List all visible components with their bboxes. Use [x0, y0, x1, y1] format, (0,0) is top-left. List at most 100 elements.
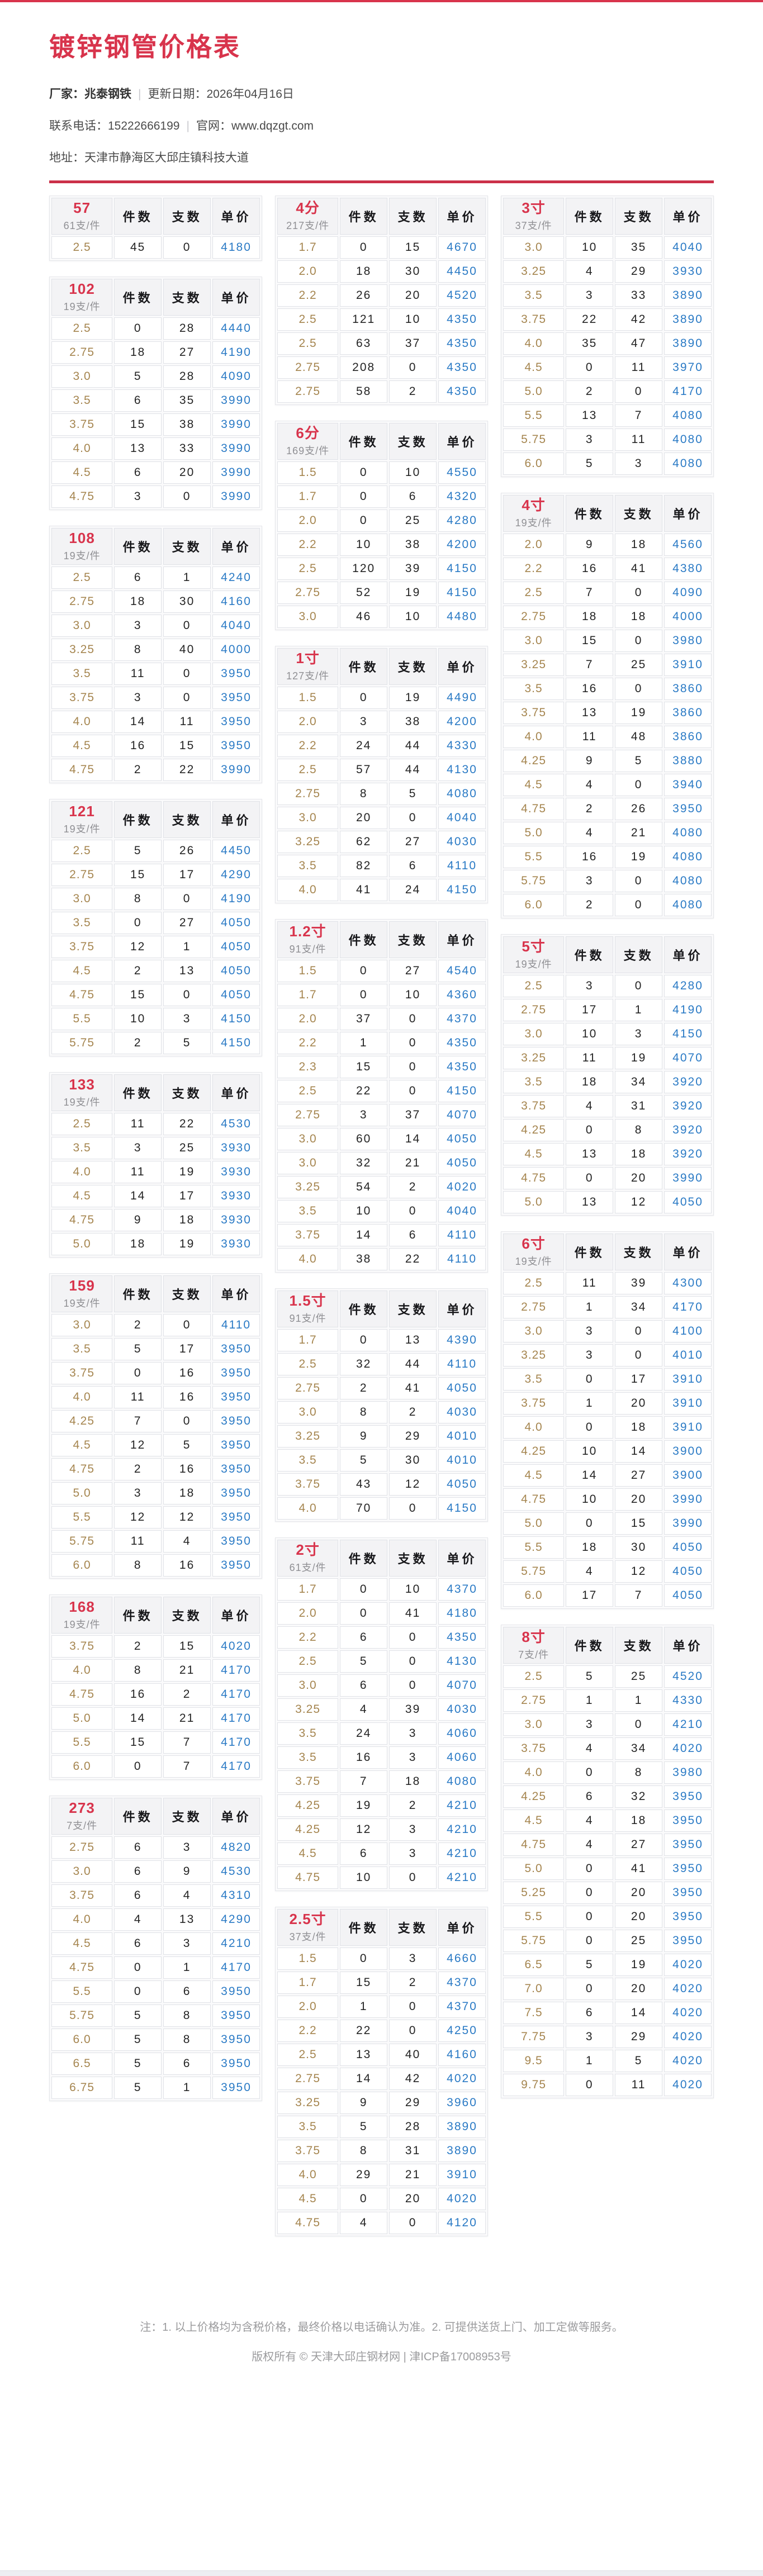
spec-value: 4.75	[503, 798, 565, 820]
price-value: 4040	[438, 807, 486, 829]
tubes-value: 3	[163, 1008, 211, 1030]
price-value: 4360	[438, 984, 486, 1006]
price-row: 2.5 5 26 4450	[51, 840, 260, 862]
price-table-grid: 133 19支/件 件数 支数 单价 2.5 11 22 4530 3.5 3 25 3930 4.0 11…	[50, 1073, 262, 1257]
price-table-grid: 102 19支/件 件数 支数 单价 2.5 0 28 4440 2.75 18 27 4190 3.0 5…	[50, 277, 262, 510]
spec-value: 3.5	[503, 1368, 565, 1391]
price-value: 3950	[212, 663, 260, 685]
price-row: 2.0 1 0 4370	[277, 1996, 486, 2018]
price-table-6寸: 6寸 19支/件 件数 支数 单价 2.5 11 39 4300 2.75 1 34 4170 3.0 3 0…	[501, 1231, 714, 1609]
tubes-value: 0	[389, 1497, 437, 1520]
col-header-pieces: 件数	[114, 1074, 162, 1111]
spec-value: 3.5	[277, 1200, 339, 1222]
price-row: 4.0 38 22 4110	[277, 1248, 486, 1270]
pieces-value: 38	[340, 1248, 388, 1270]
pieces-value: 14	[114, 711, 162, 733]
tubes-value: 39	[389, 558, 437, 580]
price-value: 3950	[212, 1506, 260, 1529]
price-value: 4150	[212, 1008, 260, 1030]
spec-value: 4.0	[503, 1416, 565, 1439]
tubes-value: 30	[163, 591, 211, 613]
price-row: 3.75 43 12 4050	[277, 1473, 486, 1496]
price-value: 4540	[438, 960, 486, 982]
pieces-value: 15	[114, 413, 162, 436]
price-row: 3.75 6 4 4310	[51, 1884, 260, 1907]
pieces-value: 4	[566, 260, 614, 283]
tubes-value: 29	[615, 2026, 663, 2048]
price-value: 4210	[438, 1818, 486, 1841]
pieces-value: 18	[566, 1071, 614, 1093]
tubes-value: 5	[615, 750, 663, 772]
price-row: 3.0 3 0 4040	[51, 615, 260, 637]
pieces-value: 11	[114, 1530, 162, 1553]
price-value: 4150	[212, 1032, 260, 1054]
spec-value: 2.75	[277, 783, 339, 805]
tubes-value: 3	[615, 453, 663, 475]
spec-value: 4.0	[51, 1659, 113, 1682]
pieces-value: 9	[114, 1209, 162, 1231]
spec-value: 3.0	[51, 1860, 113, 1883]
tubes-value: 34	[615, 1737, 663, 1760]
pieces-value: 0	[566, 2074, 614, 2096]
price-row: 4.5 16 15 3950	[51, 735, 260, 757]
tubes-value: 0	[615, 1344, 663, 1366]
pieces-value: 3	[566, 1344, 614, 1366]
col-header-tubes: 支数	[163, 1275, 211, 1312]
price-row: 5.5 16 19 4080	[503, 846, 712, 868]
price-row: 3.5 5 30 4010	[277, 1449, 486, 1472]
price-table-2寸: 2寸 61支/件 件数 支数 单价 1.7 0 10 4370 2.0 0 41 4180 2.2 6 0 43…	[275, 1537, 488, 1891]
tubes-value: 8	[163, 2004, 211, 2027]
price-row: 2.75 8 5 4080	[277, 783, 486, 805]
tubes-value: 25	[163, 1137, 211, 1159]
size-cell: 121 19支/件	[51, 801, 113, 838]
pieces-value: 5	[114, 2053, 162, 2075]
spec-value: 4.0	[51, 437, 113, 460]
size-label: 168	[69, 1598, 95, 1616]
price-value: 3910	[664, 1368, 712, 1391]
price-value: 4080	[438, 783, 486, 805]
price-table-grid: 2寸 61支/件 件数 支数 单价 1.7 0 10 4370 2.0 0 41 4180 2.2 6 0 43…	[276, 1538, 487, 1891]
price-value: 4350	[438, 356, 486, 379]
pieces-value: 0	[114, 317, 162, 340]
table-header-row: 1寸 127支/件 件数 支数 单价	[277, 648, 486, 685]
tubes-value: 0	[163, 1410, 211, 1432]
pieces-value: 2	[566, 380, 614, 403]
col-header-price: 单价	[212, 1074, 260, 1111]
price-row: 9.75 0 11 4020	[503, 2074, 712, 2096]
spec-value: 6.0	[51, 1554, 113, 1577]
spec-value: 2.5	[51, 317, 113, 340]
pieces-value: 18	[114, 1233, 162, 1255]
pieces-value: 2	[566, 798, 614, 820]
pieces-value: 0	[114, 1755, 162, 1778]
spec-value: 3.75	[51, 413, 113, 436]
price-row: 3.0 46 10 4480	[277, 606, 486, 628]
price-row: 2.75 17 1 4190	[503, 999, 712, 1021]
col-header-tubes: 支数	[615, 936, 663, 973]
size-cell: 133 19支/件	[51, 1074, 113, 1111]
pieces-value: 24	[340, 735, 388, 757]
price-value: 3950	[212, 1980, 260, 2003]
col-header-price: 单价	[212, 801, 260, 838]
tubes-value: 15	[389, 236, 437, 259]
price-row: 3.25 3 0 4010	[503, 1344, 712, 1366]
pieces-value: 10	[566, 236, 614, 259]
spec-value: 4.5	[51, 960, 113, 982]
col-header-price: 单价	[664, 936, 712, 973]
spec-value: 1.5	[277, 960, 339, 982]
tubes-value: 13	[163, 1908, 211, 1931]
spec-value: 4.25	[277, 1818, 339, 1841]
pieces-value: 13	[566, 404, 614, 427]
pieces-value: 0	[566, 1882, 614, 1904]
pieces-value: 14	[340, 1224, 388, 1246]
pieces-value: 14	[340, 2068, 388, 2090]
spec-value: 3.5	[277, 1449, 339, 1472]
pieces-value: 6	[340, 1842, 388, 1865]
price-row: 3.0 6 0 4070	[277, 1674, 486, 1697]
tubes-value: 9	[163, 1860, 211, 1883]
price-row: 2.75 58 2 4350	[277, 380, 486, 403]
col-header-tubes: 支数	[615, 1627, 663, 1664]
spec-value: 2.5	[277, 308, 339, 331]
spec-value: 3.25	[277, 1425, 339, 1447]
price-value: 4170	[212, 1956, 260, 1979]
spec-value: 4.75	[51, 759, 113, 781]
